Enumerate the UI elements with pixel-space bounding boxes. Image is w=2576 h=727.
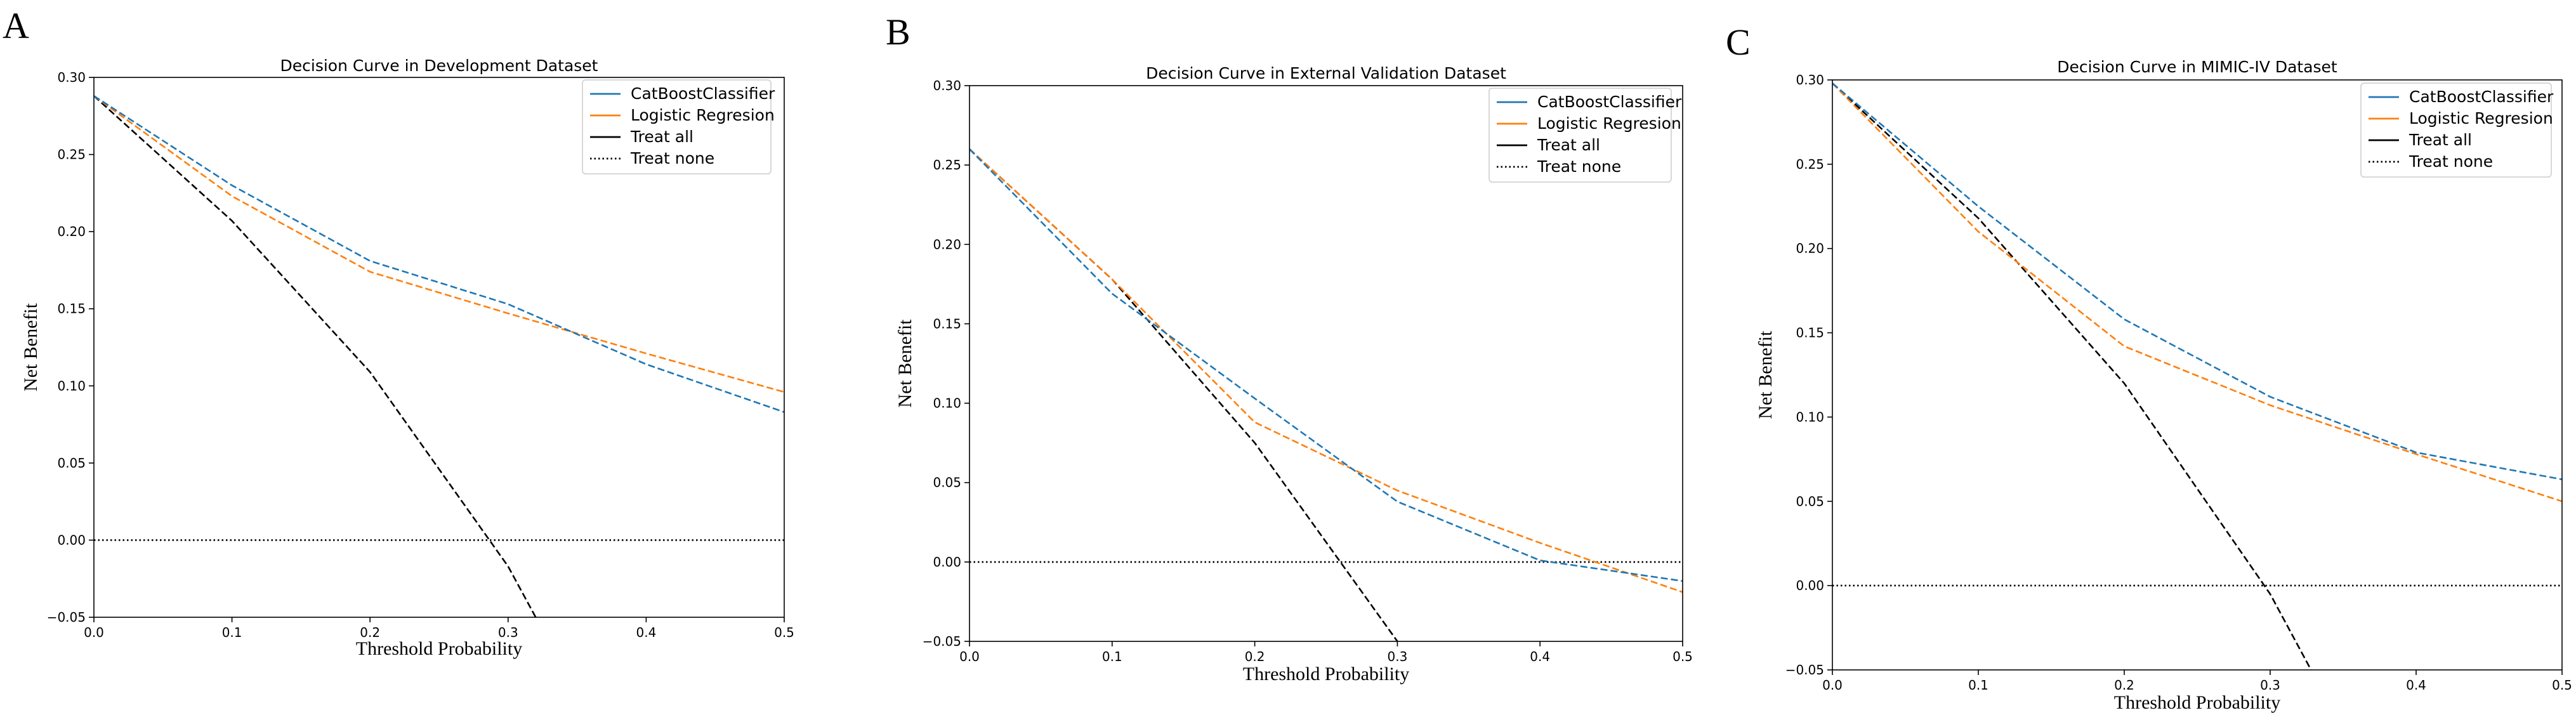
legend-label: Treat all [630, 128, 693, 146]
chart-panel-b: B Decision Curve in External Validation D… [886, 11, 1693, 684]
series-line-logistic-regresion [94, 95, 784, 393]
series-line-treat-all [969, 148, 1398, 641]
y-tick-label: 0.30 [1796, 72, 1824, 88]
series-line-treat-all [1832, 82, 2312, 670]
y-tick-label: 0.25 [1796, 157, 1824, 172]
x-tick-label: 0.2 [2114, 678, 2134, 693]
legend-label: Treat all [1537, 136, 1600, 154]
y-tick-label: 0.10 [933, 396, 961, 411]
y-tick-label: −0.05 [923, 634, 961, 649]
series-line-catboostclassifier [1832, 82, 2562, 480]
y-tick-label: 0.30 [933, 78, 961, 93]
y-tick-label: 0.00 [933, 554, 961, 570]
x-axis-label: Threshold Probability [2114, 692, 2280, 713]
panel-letter: A [3, 5, 29, 46]
x-axis-label: Threshold Probability [1243, 664, 1409, 684]
series-line-catboostclassifier [94, 95, 784, 413]
panel-letter: B [886, 11, 910, 53]
plot-frame [969, 85, 1683, 642]
y-tick-label: 0.25 [933, 157, 961, 173]
legend-box [1488, 88, 1672, 183]
series-line-logistic-regresion [969, 148, 1683, 593]
y-tick-label: 0.30 [57, 70, 86, 85]
x-tick-label: 0.0 [1822, 678, 1843, 693]
legend-label: Treat none [1537, 157, 1621, 176]
y-tick-label: 0.15 [1796, 325, 1824, 341]
y-tick-label: 0.00 [1796, 578, 1824, 593]
x-tick-label: 0.5 [774, 625, 794, 640]
chart-title: Decision Curve in Development Dataset [280, 56, 598, 75]
x-tick-label: 0.0 [84, 625, 104, 640]
y-tick-label: 0.05 [933, 475, 961, 490]
legend-label: CatBoostClassifier [2409, 88, 2554, 106]
x-tick-label: 0.5 [2552, 678, 2572, 693]
chart-title: Decision Curve in MIMIC-IV Dataset [2057, 58, 2337, 76]
y-axis-label: Net Benefit [895, 319, 916, 408]
legend: CatBoostClassifier Logistic Regresion Trea… [1488, 88, 1682, 183]
legend-label: Treat none [630, 149, 714, 167]
x-tick-label: 0.5 [1672, 649, 1693, 664]
series-line-logistic-regresion [1832, 82, 2562, 502]
series-line-treat-all [94, 95, 537, 617]
y-tick-label: −0.05 [1785, 662, 1824, 678]
legend-label: Treat none [2408, 152, 2493, 171]
x-tick-label: 0.1 [222, 625, 242, 640]
legend-label: CatBoostClassifier [1537, 93, 1682, 111]
x-tick-label: 0.2 [360, 625, 380, 640]
y-tick-label: −0.05 [47, 610, 86, 625]
y-tick-label: 0.15 [57, 301, 86, 317]
x-tick-label: 0.1 [1968, 678, 1988, 693]
x-tick-label: 0.1 [1102, 649, 1122, 664]
x-tick-label: 0.3 [2260, 678, 2280, 693]
y-tick-label: 0.20 [57, 224, 86, 239]
y-tick-label: 0.05 [1796, 494, 1824, 509]
legend-label: Logistic Regresion [1537, 114, 1681, 133]
panel-letter: C [1726, 22, 1751, 63]
chart-panel-a: A Decision Curve in Development Dataset 0.… [3, 5, 794, 659]
legend-label: Treat all [2408, 131, 2472, 149]
x-tick-label: 0.4 [636, 625, 656, 640]
x-tick-label: 0.2 [1245, 649, 1265, 664]
x-tick-label: 0.3 [1387, 649, 1407, 664]
x-tick-label: 0.4 [2406, 678, 2426, 693]
y-axis-label: Net Benefit [20, 303, 41, 391]
legend-label: Logistic Regresion [2409, 109, 2553, 128]
legend: CatBoostClassifier Logistic Regresion Trea… [2360, 82, 2554, 178]
series-line-catboostclassifier [969, 148, 1683, 582]
x-tick-label: 0.3 [498, 625, 518, 640]
y-tick-label: 0.05 [57, 455, 86, 471]
legend-box [582, 79, 772, 174]
plot-frame [93, 77, 785, 618]
y-axis-label: Net Benefit [1755, 331, 1776, 419]
y-tick-label: 0.20 [1796, 241, 1824, 256]
x-tick-label: 0.0 [959, 649, 980, 664]
y-tick-label: 0.10 [57, 378, 86, 393]
y-tick-label: 0.20 [933, 237, 961, 252]
legend-label: Logistic Regresion [631, 106, 775, 124]
y-tick-label: 0.25 [57, 147, 86, 162]
chart-panel-c: C Decision Curve in MIMIC-IV Dataset 0.0 0.… [1726, 22, 2572, 713]
y-tick-label: 0.15 [933, 316, 961, 331]
legend-box [2360, 82, 2552, 178]
chart-title: Decision Curve in External Validation Da… [1146, 64, 1506, 82]
x-axis-label: Threshold Probability [356, 638, 522, 659]
y-tick-label: 0.00 [57, 532, 86, 547]
y-tick-label: 0.10 [1796, 409, 1824, 424]
plot-frame [1832, 79, 2563, 671]
legend-label: CatBoostClassifier [631, 84, 775, 103]
legend: CatBoostClassifier Logistic Regresion Trea… [582, 79, 775, 174]
x-tick-label: 0.4 [1530, 649, 1550, 664]
